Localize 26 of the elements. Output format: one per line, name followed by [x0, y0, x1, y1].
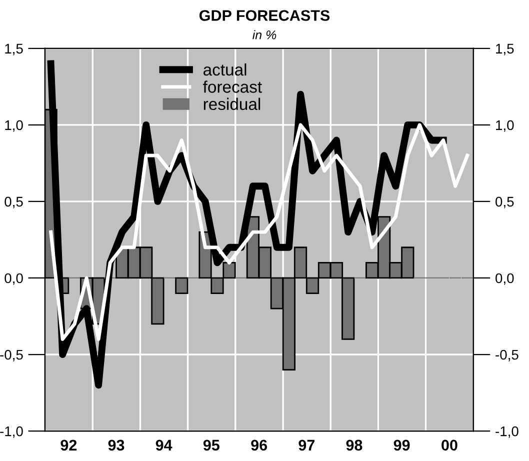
- y-tick-label: 0,5: [4, 196, 23, 208]
- x-tick-label: 00: [442, 440, 458, 451]
- y2-tick-label: -0,5: [496, 350, 518, 362]
- y2-tick-label: 1,5: [496, 44, 514, 56]
- x-tick-label: 98: [346, 440, 362, 451]
- chart-title: GDP FORECASTS: [199, 10, 330, 21]
- x-tick-label: 95: [203, 440, 220, 451]
- legend-label: residual: [204, 98, 260, 110]
- chart-subtitle: in %: [252, 30, 276, 40]
- y-tick-label: 0,0: [4, 273, 23, 285]
- legend-label: actual: [204, 63, 246, 76]
- y-tick-label: 1,5: [5, 44, 23, 56]
- y2-tick-label: 0,5: [496, 196, 514, 208]
- x-tick-label: 94: [156, 440, 172, 451]
- y2-tick-label: -1,0: [496, 426, 518, 438]
- y-tick-label: -1,0: [0, 426, 23, 438]
- y2-tick-label: 0,0: [496, 273, 514, 285]
- y-tick-label: 1,0: [5, 120, 23, 132]
- y-tick-label: -0,5: [0, 350, 23, 362]
- x-tick-label: 99: [394, 440, 410, 451]
- x-tick-label: 92: [60, 440, 77, 451]
- x-tick-label: 96: [251, 440, 268, 451]
- y2-tick-label: 1,0: [496, 120, 514, 132]
- x-tick-label: 93: [108, 440, 124, 451]
- legend-label: forecast: [203, 80, 262, 93]
- x-tick-label: 97: [298, 440, 314, 451]
